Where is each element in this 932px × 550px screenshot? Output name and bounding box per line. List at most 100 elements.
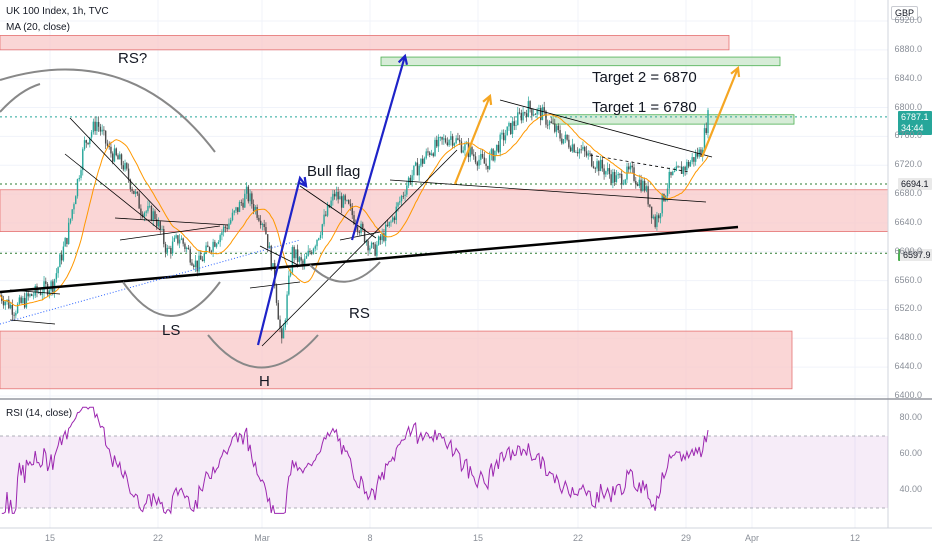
symbol-title: UK 100 Index, 1h, TVC bbox=[6, 6, 109, 17]
candle-body bbox=[159, 221, 161, 230]
price-tick-label: 6560.0 bbox=[894, 274, 922, 285]
annotation-ls: LS bbox=[162, 322, 181, 339]
candle-body bbox=[164, 244, 167, 253]
candle-body bbox=[453, 143, 456, 146]
candle-body bbox=[545, 111, 547, 125]
candle-body bbox=[707, 110, 709, 133]
candle-body bbox=[541, 107, 544, 121]
candle-body bbox=[265, 227, 267, 235]
candle-body bbox=[67, 222, 70, 244]
candle-body bbox=[219, 235, 221, 243]
candle-body bbox=[534, 114, 537, 116]
candle-body bbox=[525, 113, 528, 118]
candle-body bbox=[404, 194, 406, 196]
candle-body bbox=[335, 191, 338, 197]
ls-arc bbox=[122, 281, 221, 317]
candle-body bbox=[400, 195, 403, 202]
flag-line-a bbox=[114, 217, 229, 226]
candle-body bbox=[705, 128, 707, 133]
candle-body bbox=[434, 139, 436, 156]
candle-body bbox=[501, 132, 503, 135]
candle-body bbox=[348, 200, 350, 204]
candle-body bbox=[238, 202, 241, 212]
candle-body bbox=[215, 243, 218, 247]
candle-body bbox=[39, 292, 42, 295]
candle-body bbox=[305, 256, 308, 259]
time-tick-label: 29 bbox=[680, 533, 692, 543]
rsi-indicator-label[interactable]: RSI (14, close) bbox=[6, 408, 73, 419]
candle-body bbox=[252, 204, 255, 211]
candle-body bbox=[275, 284, 278, 303]
candle-body bbox=[266, 234, 269, 248]
candle-body bbox=[212, 241, 214, 252]
candle-body bbox=[643, 180, 646, 191]
candle-body bbox=[469, 147, 471, 158]
candle-body bbox=[200, 255, 202, 260]
ma-20-line bbox=[0, 114, 709, 307]
candle-body bbox=[386, 224, 389, 226]
candle-body bbox=[221, 232, 223, 236]
candle-body bbox=[464, 144, 466, 151]
candle-body bbox=[112, 153, 114, 162]
candle-body bbox=[591, 153, 593, 167]
candle-body bbox=[272, 263, 274, 270]
candle-body bbox=[370, 242, 373, 248]
candle-body bbox=[76, 179, 79, 197]
candle-body bbox=[659, 213, 662, 219]
candle-body bbox=[598, 161, 600, 172]
candle-body bbox=[170, 247, 172, 254]
candle-body bbox=[226, 227, 228, 229]
candle-body bbox=[576, 152, 579, 154]
price-tick-label: 6480.0 bbox=[894, 332, 922, 343]
candle-body bbox=[425, 151, 427, 159]
rsi-tick-label: 80.00 bbox=[899, 412, 922, 422]
candle-body bbox=[104, 130, 107, 144]
candle-body bbox=[201, 259, 204, 262]
candle-body bbox=[90, 132, 93, 138]
candle-body bbox=[555, 125, 558, 132]
bar-countdown: 34:44 bbox=[901, 123, 924, 133]
annotation-bull-flag: Bull flag bbox=[307, 163, 361, 180]
rsi-band bbox=[0, 436, 888, 508]
candle-body bbox=[62, 246, 65, 261]
candle-body bbox=[492, 149, 494, 161]
price-tick-label: 6920.0 bbox=[894, 15, 922, 25]
candle-body bbox=[413, 165, 415, 176]
candle-body bbox=[550, 121, 552, 124]
candle-body bbox=[592, 166, 595, 169]
candle-body bbox=[675, 166, 678, 172]
candle-body bbox=[23, 297, 26, 308]
candle-body bbox=[245, 186, 248, 194]
candle-body bbox=[383, 233, 385, 241]
candle-body bbox=[645, 186, 648, 191]
candle-body bbox=[605, 171, 607, 175]
candle-body bbox=[284, 320, 287, 328]
candle-body bbox=[295, 249, 297, 259]
candle-body bbox=[233, 210, 235, 213]
candle-body bbox=[506, 126, 508, 136]
current-price-tag: 6787.1 34:44 bbox=[898, 111, 932, 135]
candle-body bbox=[131, 189, 133, 191]
annotation-h: H bbox=[259, 373, 270, 390]
time-tick-label: 22 bbox=[572, 533, 584, 543]
candle-body bbox=[69, 218, 72, 223]
candle-body bbox=[80, 170, 82, 178]
candle-body bbox=[562, 139, 565, 144]
candle-body bbox=[15, 312, 17, 316]
candle-body bbox=[569, 147, 572, 152]
orange-arrow-left bbox=[453, 95, 492, 185]
candle-body bbox=[670, 171, 672, 176]
candle-body bbox=[302, 260, 304, 266]
candle-body bbox=[224, 226, 227, 228]
candle-body bbox=[443, 138, 445, 140]
candle-body bbox=[458, 139, 461, 142]
candle-body bbox=[82, 149, 84, 171]
ma-indicator-label[interactable]: MA (20, close) bbox=[6, 22, 70, 33]
candle-body bbox=[666, 188, 669, 197]
candle-body bbox=[279, 319, 281, 329]
candle-body bbox=[89, 137, 91, 145]
candle-body bbox=[444, 138, 447, 143]
candle-body bbox=[406, 185, 408, 195]
candle-body bbox=[185, 247, 188, 250]
